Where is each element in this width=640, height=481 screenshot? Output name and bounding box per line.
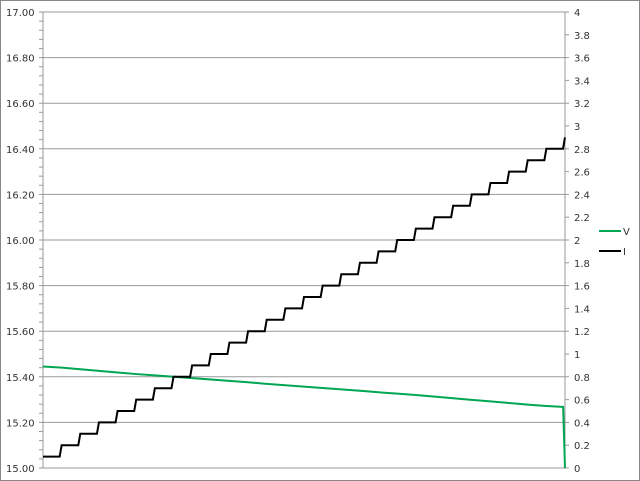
y-right-tick-label: 3 (574, 122, 580, 133)
y-left-tick-label: 15.60 (6, 327, 35, 338)
y-left-tick-label: 15.40 (6, 373, 35, 384)
series-line-V (42, 365, 566, 469)
y-left-tick-label: 15.00 (6, 464, 35, 475)
y-right-tick-label: 0 (574, 464, 580, 475)
y-right-tick-label: 4 (574, 8, 580, 19)
y-right-tick-label: 2.6 (574, 168, 590, 179)
y-right-tick-label: 3.4 (574, 76, 590, 87)
y-left-tick-label: 15.20 (6, 418, 35, 429)
y-left-tick-label: 16.80 (6, 54, 35, 65)
y-right-tick-label: 1.4 (574, 304, 590, 315)
y-right-tick-label: 2 (574, 236, 580, 247)
legend-label-V: V (623, 227, 630, 238)
y-right-tick-label: 1.8 (574, 259, 590, 270)
y-left-tick-label: 16.60 (6, 99, 35, 110)
y-right-tick-label: 0.2 (574, 441, 590, 452)
y-left-tick-label: 16.40 (6, 145, 35, 156)
y-right-tick-label: 0.8 (574, 373, 590, 384)
legend-label-I: I (623, 247, 626, 258)
y-right-tick-label: 3.8 (574, 31, 590, 42)
y-right-tick-label: 2.8 (574, 145, 590, 156)
y-right-tick-label: 3.6 (574, 54, 590, 65)
y-right-tick-label: 2.4 (574, 190, 590, 201)
y-right-tick-label: 3.2 (574, 99, 590, 110)
y-right-tick-label: 0.6 (574, 396, 590, 407)
y-left-tick-label: 16.00 (6, 236, 35, 247)
y-right-tick-label: 0.4 (574, 418, 590, 429)
y-left-tick-label: 15.80 (6, 282, 35, 293)
y-right-tick-label: 1.6 (574, 282, 590, 293)
y-left-tick-label: 16.20 (6, 190, 35, 201)
y-right-tick-label: 1.2 (574, 327, 590, 338)
y-right-tick-label: 2.2 (574, 213, 590, 224)
y-right-tick-label: 1 (574, 350, 580, 361)
series-line-I (43, 137, 566, 458)
y-left-tick-label: 17.00 (6, 8, 35, 19)
